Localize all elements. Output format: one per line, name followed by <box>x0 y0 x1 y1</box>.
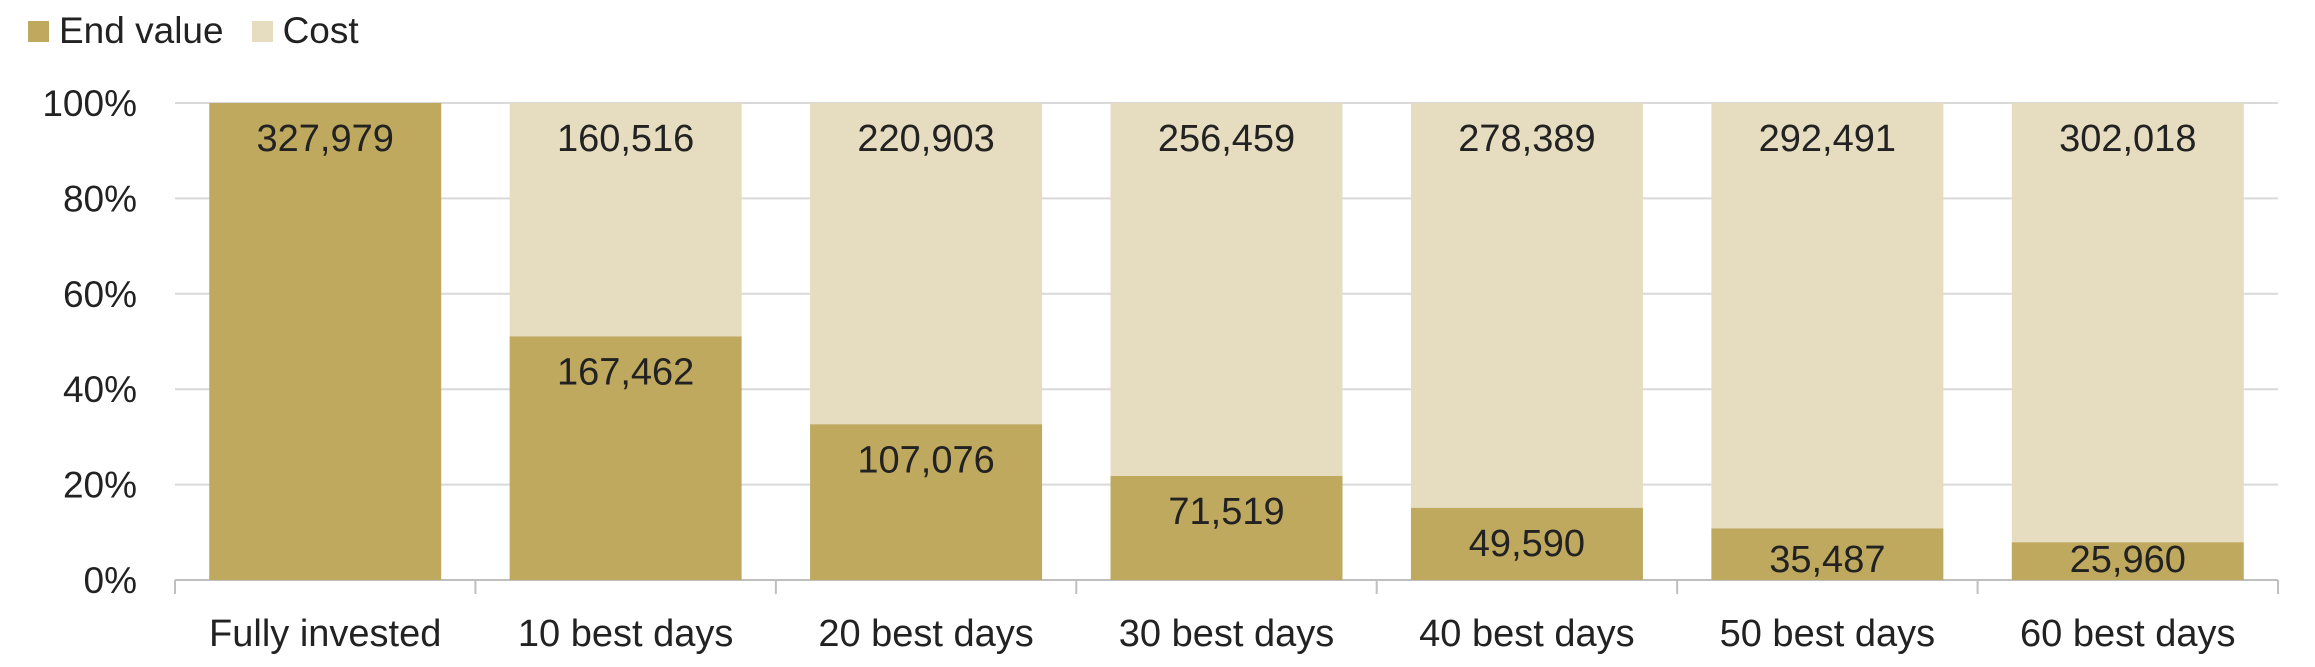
bar-end-value <box>209 103 442 580</box>
data-label-end-value: 71,519 <box>1168 491 1284 533</box>
legend-item-end-value: End value <box>28 10 224 52</box>
y-tick-label: 20% <box>63 465 137 506</box>
x-tick-label: 40 best days <box>1419 613 1634 655</box>
y-tick-label: 100% <box>42 83 137 124</box>
x-tick-label: 10 best days <box>518 613 733 655</box>
data-label-cost: 160,516 <box>557 118 694 160</box>
data-label-end-value: 167,462 <box>557 351 694 393</box>
bar-end-value <box>810 424 1043 580</box>
data-label-cost: 292,491 <box>1759 118 1896 160</box>
data-label-cost: 220,903 <box>857 118 994 160</box>
legend-label-end-value: End value <box>59 10 224 51</box>
bar-cost <box>1711 103 1944 529</box>
y-tick-label: 80% <box>63 178 137 219</box>
bar-cost <box>1410 103 1643 508</box>
data-label-cost: 278,389 <box>1458 118 1595 160</box>
x-tick-label: 50 best days <box>1720 613 1935 655</box>
data-label-end-value: 327,979 <box>257 118 394 160</box>
data-label-end-value: 49,590 <box>1469 523 1585 565</box>
bar-cost <box>509 103 742 337</box>
y-tick-label: 0% <box>84 560 137 601</box>
x-tick-label: Fully invested <box>209 613 441 655</box>
x-tick-label: 60 best days <box>2020 613 2235 655</box>
bar-end-value <box>1110 475 1343 580</box>
legend-swatch-end-value <box>28 20 49 42</box>
data-label-cost: 302,018 <box>2059 118 2196 160</box>
data-label-end-value: 107,076 <box>857 439 994 481</box>
legend-item-cost: Cost <box>251 10 359 52</box>
data-label-cost: 256,459 <box>1158 118 1295 160</box>
bar-end-value <box>509 336 742 580</box>
bar-end-value <box>2011 542 2244 580</box>
y-tick-label: 60% <box>63 274 137 315</box>
x-tick-label: 20 best days <box>818 613 1033 655</box>
y-tick-label: 40% <box>63 369 137 410</box>
legend-swatch-cost <box>251 20 273 42</box>
bar-end-value <box>1711 528 1944 580</box>
bar-cost <box>810 103 1043 425</box>
bar-end-value <box>1410 507 1643 580</box>
data-label-end-value: 25,960 <box>2070 539 2186 581</box>
bar-cost <box>2011 103 2244 543</box>
legend: End value Cost <box>28 10 387 52</box>
bar-cost <box>1110 103 1343 476</box>
data-label-end-value: 35,487 <box>1769 539 1885 581</box>
legend-label-cost: Cost <box>282 10 359 51</box>
x-tick-label: 30 best days <box>1119 613 1334 655</box>
